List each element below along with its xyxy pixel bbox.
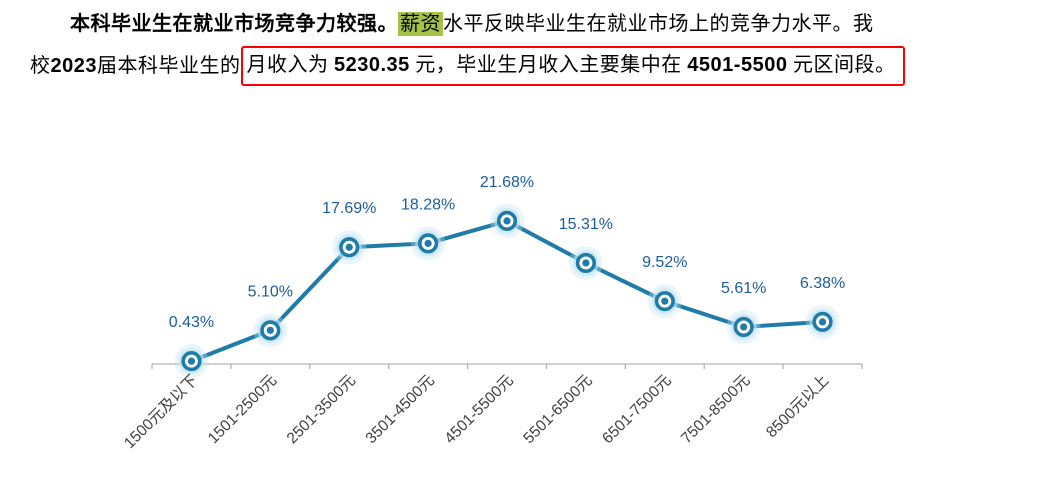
paragraph-line-1: 本科毕业生在就业市场竞争力较强。 薪资 水平反映毕业生在就业市场上的竞争力水平。我 bbox=[30, 4, 1010, 44]
data-label: 6.38% bbox=[800, 275, 845, 292]
chart-point bbox=[174, 344, 209, 379]
line1-rest-text: 水平反映毕业生在就业市场上的竞争力水平。我 bbox=[443, 13, 874, 35]
income-range-value: 4501-5500 bbox=[687, 54, 788, 76]
x-axis-label: 7501-8500元 bbox=[678, 372, 753, 447]
data-label: 9.52% bbox=[642, 254, 687, 271]
data-label: 15.31% bbox=[559, 216, 613, 233]
chart-point bbox=[253, 313, 288, 348]
boxed-text-2: 元，毕业生月收入主要集中在 bbox=[409, 54, 688, 76]
line2-prefix-2: 届本科毕业生的 bbox=[97, 55, 241, 77]
income-value: 5230.35 bbox=[334, 54, 410, 76]
x-axis-label: 8500元以上 bbox=[762, 371, 832, 441]
data-label: 18.28% bbox=[401, 196, 455, 213]
x-axis-label: 6501-7500元 bbox=[599, 372, 674, 447]
chart-point bbox=[647, 284, 682, 319]
data-label: 21.68% bbox=[480, 174, 534, 191]
highlighted-word: 薪资 bbox=[398, 12, 443, 36]
boxed-text-3: 元区间段。 bbox=[787, 54, 896, 76]
paragraph: 本科毕业生在就业市场竞争力较强。 薪资 水平反映毕业生在就业市场上的竞争力水平。我 … bbox=[30, 4, 1010, 86]
x-axis-label: 1500元及以下 bbox=[121, 372, 201, 452]
red-annotation-box: 月收入为 5230.35 元，毕业生月收入主要集中在 4501-5500 元区间… bbox=[240, 46, 906, 86]
chart-point bbox=[726, 309, 761, 344]
x-axis-label: 3501-4500元 bbox=[363, 372, 438, 447]
chart-point bbox=[490, 203, 524, 238]
chart-point bbox=[411, 226, 446, 261]
year-number: 2023 bbox=[50, 55, 97, 77]
data-label: 0.43% bbox=[169, 314, 214, 331]
chart-point bbox=[805, 304, 840, 339]
bold-lead-sentence: 本科毕业生在就业市场竞争力较强。 bbox=[70, 13, 398, 35]
x-axis-label: 5501-6500元 bbox=[520, 372, 595, 447]
chart-point bbox=[332, 230, 367, 265]
boxed-text-1: 月收入为 bbox=[246, 54, 334, 76]
line2-prefix: 校 bbox=[30, 55, 51, 77]
paragraph-line-2: 校 2023 届本科毕业生的 月收入为 5230.35 元，毕业生月收入主要集中在… bbox=[30, 46, 1010, 86]
x-axis-label: 4501-5500元 bbox=[441, 372, 516, 447]
data-label: 17.69% bbox=[322, 200, 376, 217]
data-label: 5.10% bbox=[248, 283, 293, 300]
chart-point bbox=[568, 245, 603, 280]
monthly-income-line-chart: 0.43% 1500元及以下 5.10% 1501-2500元 17.69% 2501-3… bbox=[121, 174, 863, 452]
x-axis-label: 1501-2500元 bbox=[205, 372, 280, 447]
data-label: 5.61% bbox=[721, 280, 766, 297]
x-axis-label: 2501-3500元 bbox=[284, 372, 359, 447]
